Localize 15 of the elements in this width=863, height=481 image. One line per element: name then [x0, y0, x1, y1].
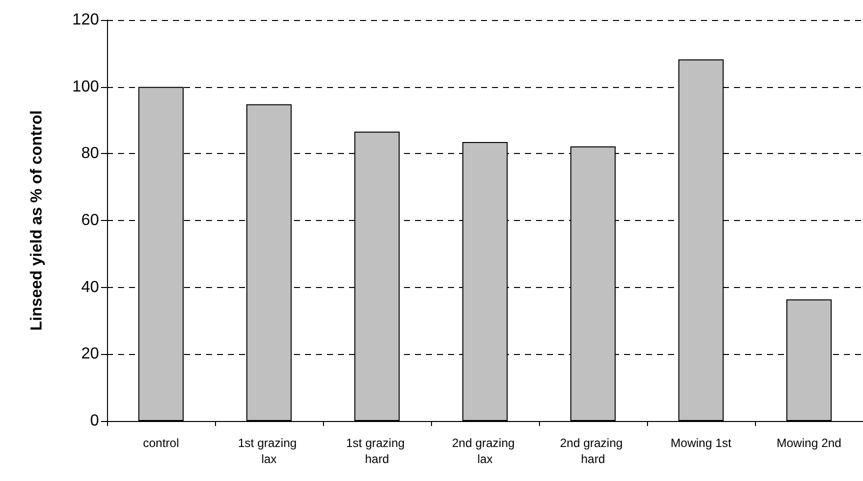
- x-tick-label: 2nd grazing hard: [560, 436, 626, 466]
- y-axis-title: Linseed yield as % of control: [28, 110, 46, 331]
- x-tick-label: 2nd grazing lax: [452, 436, 518, 466]
- x-tick-label: 1st grazing hard: [346, 436, 408, 466]
- y-tick-label: 80: [81, 145, 100, 162]
- x-tick-label: Mowing 1st: [670, 436, 732, 450]
- y-tick-label: 0: [90, 412, 100, 430]
- x-tick-label: 1st grazing lax: [238, 436, 300, 466]
- x-tick-label: control: [142, 436, 180, 450]
- y-tick-label: 100: [72, 78, 100, 96]
- y-tick-label: 60: [81, 212, 100, 229]
- x-tick-label: Mowing 2nd: [776, 436, 842, 450]
- y-tick-label: 40: [81, 278, 100, 296]
- y-tick-label: 120: [72, 12, 100, 28]
- y-tick-label: 20: [81, 346, 100, 363]
